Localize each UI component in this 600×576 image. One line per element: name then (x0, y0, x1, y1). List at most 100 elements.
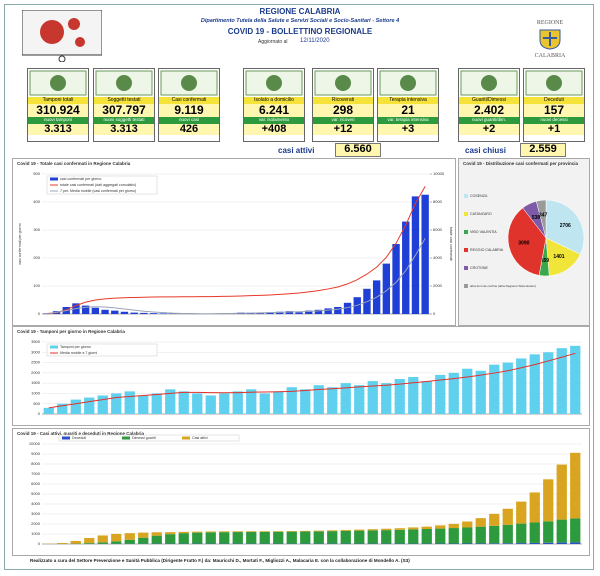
icon-shape (546, 75, 562, 91)
bar (502, 524, 513, 544)
y-tick-label: 7000 (31, 471, 41, 476)
bar (570, 518, 581, 543)
bar (286, 531, 297, 532)
bar (556, 348, 567, 414)
bar (529, 354, 540, 414)
bar (151, 535, 162, 544)
stat-change: +3 (378, 123, 438, 136)
stat-value: 298 (313, 104, 373, 117)
bar (232, 531, 243, 533)
bar (124, 391, 135, 414)
stat-label: Guariti/Dimessi (459, 97, 519, 105)
legend-swatch (464, 194, 468, 198)
stat-label: Casi confermati (159, 97, 219, 105)
stat-box: Isolato a domicilio 6.241 var. isolamento +… (243, 68, 305, 142)
y-tick-label: 3500 (31, 339, 41, 344)
stat-icon (379, 70, 437, 96)
bar (165, 534, 176, 544)
legend-label: Dimessi guariti (132, 436, 156, 440)
bar (273, 391, 284, 414)
bar (421, 194, 429, 314)
bar (205, 531, 216, 533)
stat-value: 157 (524, 104, 584, 117)
y2-tick-label: 0 (433, 311, 436, 316)
legend-swatch (182, 436, 190, 440)
bar (462, 368, 473, 414)
legend-label: Tamponi per giorno (60, 345, 91, 349)
bar (462, 543, 473, 544)
bar (259, 393, 270, 414)
stat-icon (160, 70, 218, 96)
bar (70, 540, 81, 544)
legend-box (46, 175, 158, 195)
frame (4, 4, 594, 570)
bar (489, 525, 500, 544)
bar (475, 518, 486, 527)
stat-change-label: nuovi guariti/dim. (459, 116, 519, 124)
bar (489, 543, 500, 544)
bar (178, 531, 189, 534)
bar (340, 383, 351, 414)
stat-icon (314, 70, 372, 96)
slice-label: 359 (541, 258, 550, 264)
y-tick-label: 4000 (31, 501, 41, 506)
legend-label: COSENZA (470, 194, 488, 198)
bar (529, 542, 540, 544)
bar (489, 513, 500, 526)
stat-icon (525, 70, 583, 96)
slice-label: 3090 (518, 241, 529, 247)
bar (286, 387, 297, 414)
bar (205, 395, 216, 414)
y-tick-label: 9000 (31, 451, 41, 456)
stat-change: +2 (459, 123, 519, 136)
stat-change-label: var. terapia intensiva (378, 116, 438, 124)
bar (334, 307, 342, 314)
bar (165, 389, 176, 414)
bar (556, 464, 567, 520)
bar (256, 313, 264, 314)
bar (313, 531, 324, 544)
chart: Covid 19 - Casi attivi, guariti e decedu… (12, 428, 590, 556)
logo-top: REGIONE (536, 20, 564, 26)
y-tick-label: 2000 (31, 521, 41, 526)
footer: Realizzato a cura del Settore Prevenzion… (30, 558, 410, 563)
y-tick-label: 0 (38, 541, 41, 546)
y2-tick-label: 6000 (433, 227, 443, 232)
stat-change-label: var. ricoveri (313, 116, 373, 124)
bar (381, 383, 392, 414)
stat-change: +408 (244, 123, 304, 136)
slice-label: 2706 (560, 223, 571, 229)
bar (556, 542, 567, 544)
legend-swatch (464, 266, 468, 270)
bar (232, 391, 243, 414)
bar (138, 395, 149, 414)
update-date: 12/11/2020 (300, 38, 330, 44)
bar (381, 530, 392, 544)
bar (529, 522, 540, 543)
bar (43, 407, 54, 414)
y-tick-label: 1000 (31, 390, 41, 395)
bar (97, 542, 108, 544)
icon-shape (335, 75, 351, 91)
bar (354, 530, 365, 544)
stat-icon (460, 70, 518, 96)
bar (516, 543, 527, 544)
bar (489, 364, 500, 414)
bar (543, 479, 554, 522)
bar (354, 529, 365, 531)
bar (300, 531, 311, 544)
bar (192, 393, 203, 414)
bar (266, 312, 274, 314)
legend-swatch (50, 345, 58, 349)
bar (124, 539, 135, 544)
legend-swatch (464, 248, 468, 252)
bar (178, 391, 189, 414)
bar (394, 528, 405, 530)
bar (101, 309, 109, 314)
stat-box: Deceduti 157 nuovi decessi +1 (523, 68, 585, 142)
bar (285, 311, 294, 314)
header-subtitle: COVID 19 - BOLLETTINO REGIONALE (227, 27, 373, 36)
bar (246, 531, 257, 532)
logo-bottom: CALABRIA (534, 53, 566, 59)
stat-change-label: nuovi tamponi (28, 116, 88, 124)
